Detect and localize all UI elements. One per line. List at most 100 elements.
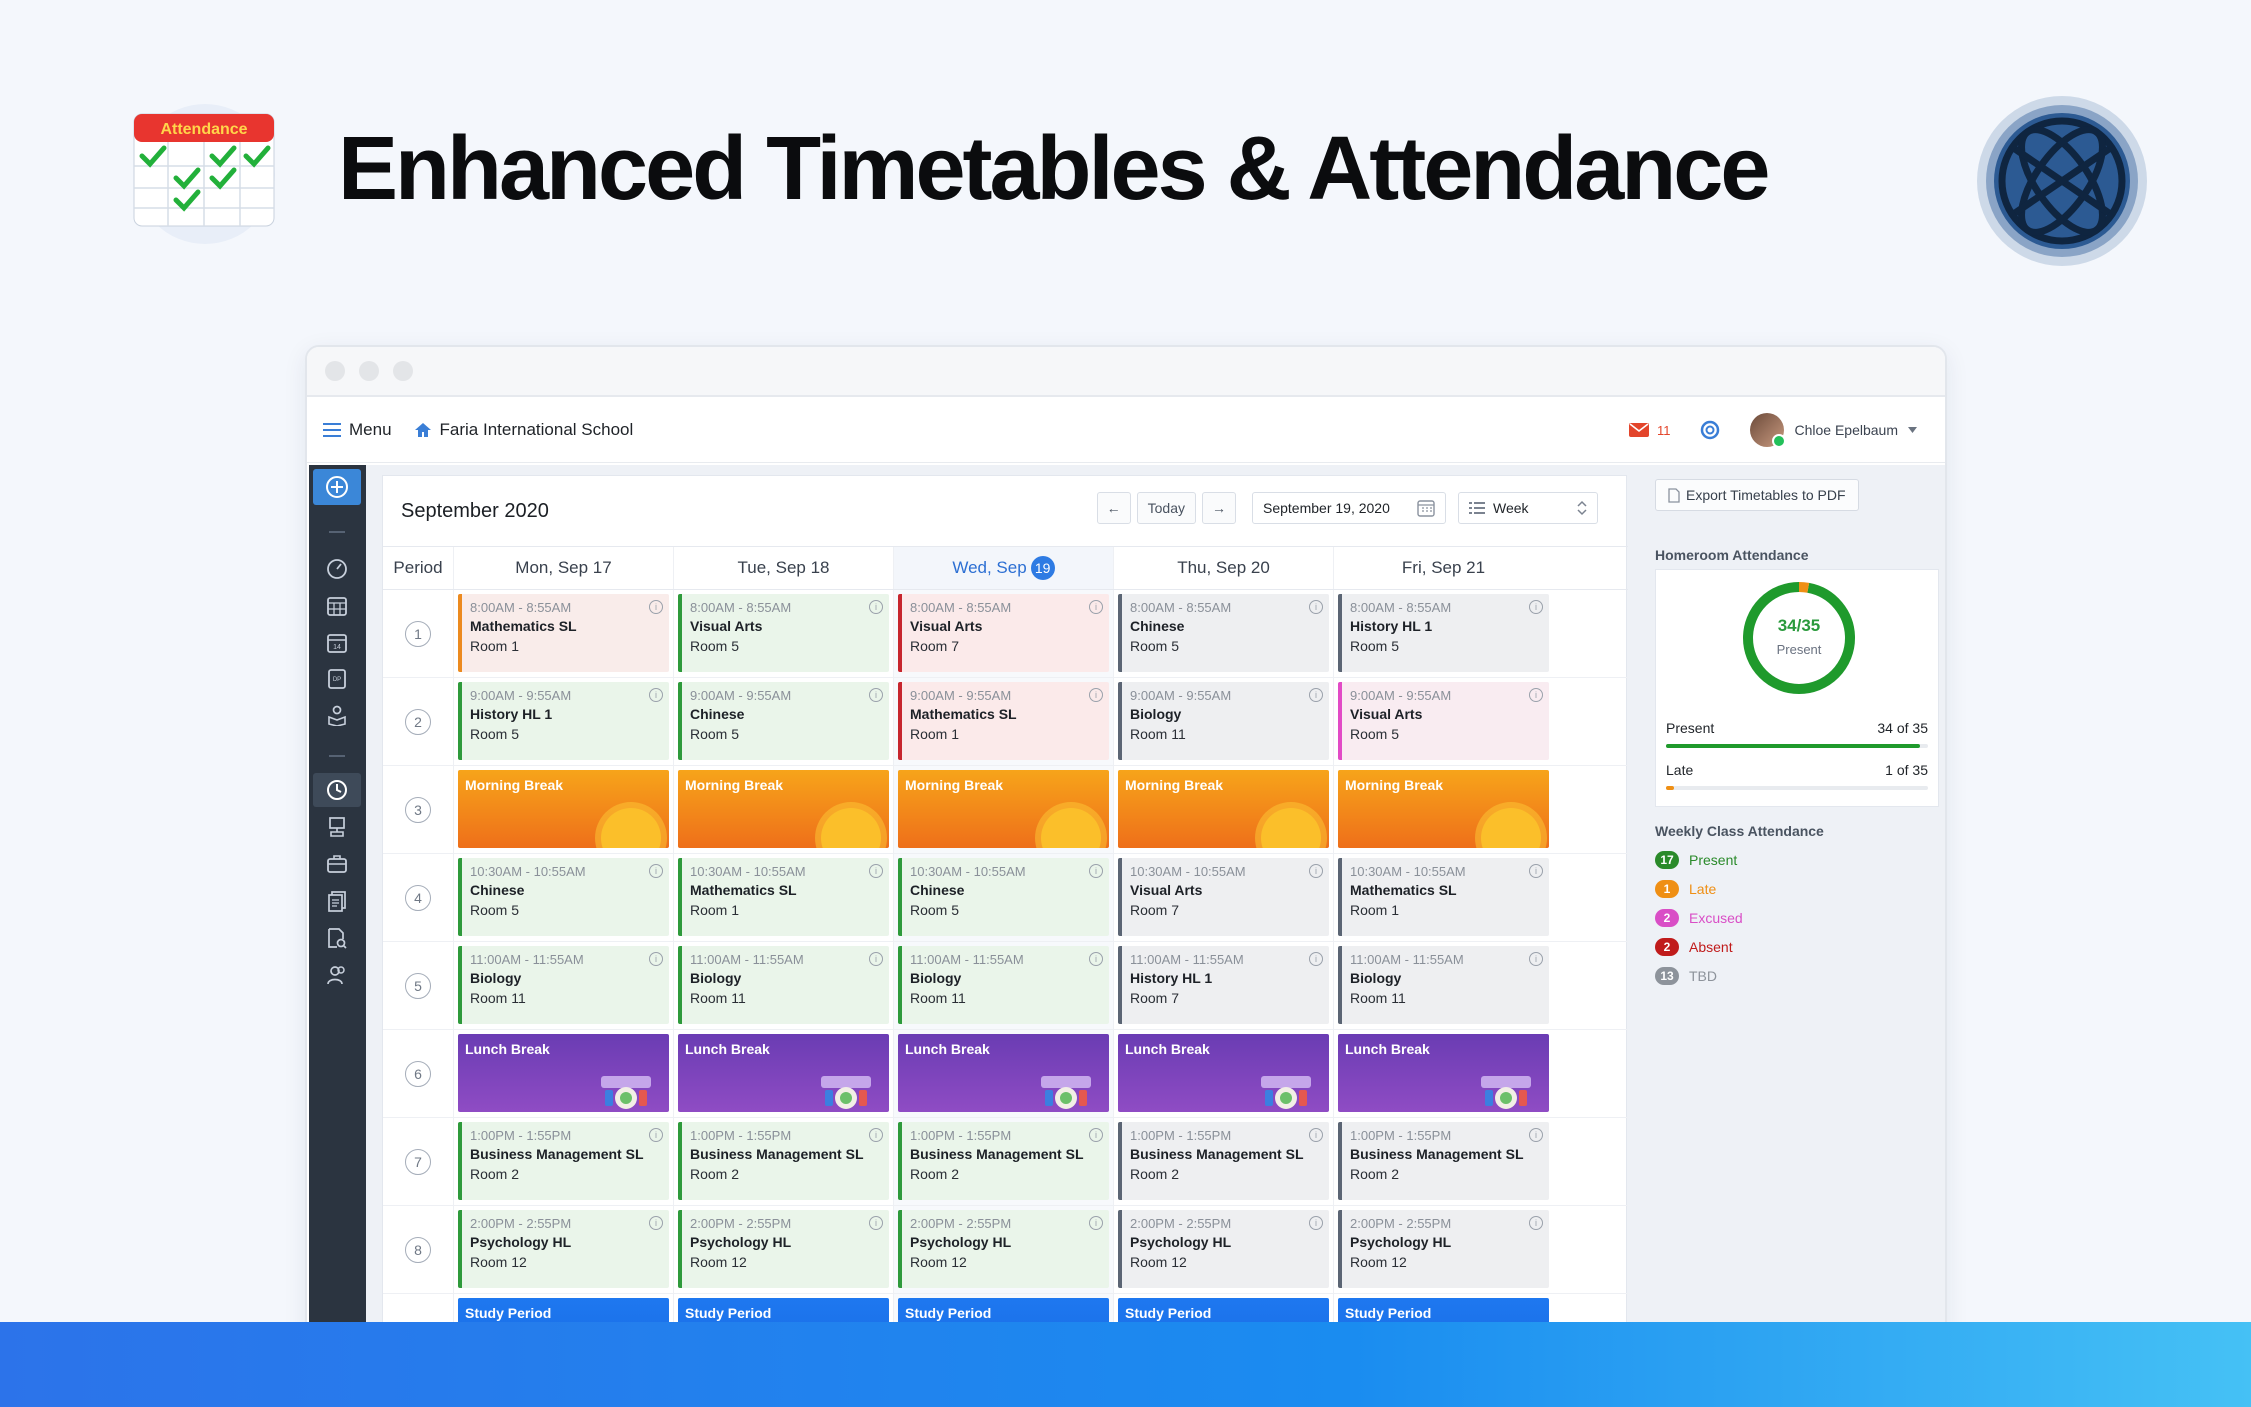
student-reading-icon[interactable] <box>323 701 351 729</box>
info-icon[interactable]: i <box>1089 1216 1103 1230</box>
class-card[interactable]: 11:00AM - 11:55AM Biology Room 11 i <box>678 946 889 1024</box>
school-link[interactable]: Faria International School <box>414 420 633 440</box>
class-card[interactable]: 11:00AM - 11:55AM Biology Room 11 i <box>898 946 1109 1024</box>
info-icon[interactable]: i <box>1529 1216 1543 1230</box>
dp-program-icon[interactable]: DP <box>323 665 351 693</box>
info-icon[interactable]: i <box>869 952 883 966</box>
morning-break-block[interactable]: Morning Break <box>898 770 1109 848</box>
info-icon[interactable]: i <box>1309 864 1323 878</box>
class-card[interactable]: 2:00PM - 2:55PM Psychology HL Room 12 i <box>1118 1210 1329 1288</box>
view-select[interactable]: Week <box>1458 492 1598 524</box>
info-icon[interactable]: i <box>1529 1128 1543 1142</box>
info-icon[interactable]: i <box>1089 600 1103 614</box>
document-search-icon[interactable] <box>323 924 351 952</box>
class-card[interactable]: 2:00PM - 2:55PM Psychology HL Room 12 i <box>678 1210 889 1288</box>
window-zoom-dot[interactable] <box>393 361 413 381</box>
window-close-dot[interactable] <box>325 361 345 381</box>
info-icon[interactable]: i <box>1089 952 1103 966</box>
class-card[interactable]: 9:00AM - 9:55AM Mathematics SL Room 1 i <box>898 682 1109 760</box>
calendar-grid-icon[interactable] <box>323 592 351 620</box>
dashboard-gauge-icon[interactable] <box>323 555 351 583</box>
class-card[interactable]: 8:00AM - 8:55AM History HL 1 Room 5 i <box>1338 594 1549 672</box>
class-card[interactable]: 1:00PM - 1:55PM Business Management SL Roo… <box>898 1122 1109 1200</box>
info-icon[interactable]: i <box>869 1128 883 1142</box>
class-time: 8:00AM - 8:55AM <box>1350 600 1452 615</box>
info-icon[interactable]: i <box>1089 1128 1103 1142</box>
info-icon[interactable]: i <box>1309 688 1323 702</box>
export-pdf-button[interactable]: Export Timetables to PDF <box>1655 479 1859 511</box>
morning-break-block[interactable]: Morning Break <box>1338 770 1549 848</box>
info-icon[interactable]: i <box>649 600 663 614</box>
class-card[interactable]: 10:30AM - 10:55AM Mathematics SL Room 1 i <box>678 858 889 936</box>
period-cell: 7 <box>383 1118 453 1205</box>
top-nav: Menu Faria International School 11 Chloe… <box>307 397 1945 463</box>
info-icon[interactable]: i <box>869 688 883 702</box>
next-week-button[interactable]: → <box>1202 492 1236 524</box>
lunch-break-block[interactable]: Lunch Break <box>678 1034 889 1112</box>
morning-break-block[interactable]: Morning Break <box>1118 770 1329 848</box>
class-card[interactable]: 8:00AM - 8:55AM Visual Arts Room 7 i <box>898 594 1109 672</box>
info-icon[interactable]: i <box>1529 600 1543 614</box>
info-icon[interactable]: i <box>1309 952 1323 966</box>
info-icon[interactable]: i <box>869 864 883 878</box>
window-minimize-dot[interactable] <box>359 361 379 381</box>
today-button[interactable]: Today <box>1136 492 1196 524</box>
info-icon[interactable]: i <box>869 1216 883 1230</box>
class-card[interactable]: 10:30AM - 10:55AM Mathematics SL Room 1 i <box>1338 858 1549 936</box>
menu-button[interactable]: Menu <box>323 420 392 440</box>
morning-break-block[interactable]: Morning Break <box>678 770 889 848</box>
info-icon[interactable]: i <box>1309 600 1323 614</box>
class-card[interactable]: 9:00AM - 9:55AM Chinese Room 5 i <box>678 682 889 760</box>
class-card[interactable]: 10:30AM - 10:55AM Chinese Room 5 i <box>458 858 669 936</box>
info-icon[interactable]: i <box>649 1216 663 1230</box>
info-icon[interactable]: i <box>1309 1216 1323 1230</box>
info-icon[interactable]: i <box>649 864 663 878</box>
info-icon[interactable]: i <box>649 952 663 966</box>
class-card[interactable]: 9:00AM - 9:55AM Visual Arts Room 5 i <box>1338 682 1549 760</box>
class-card[interactable]: 1:00PM - 1:55PM Business Management SL Roo… <box>458 1122 669 1200</box>
lunch-break-block[interactable]: Lunch Break <box>1118 1034 1329 1112</box>
class-card[interactable]: 1:00PM - 1:55PM Business Management SL Roo… <box>1338 1122 1549 1200</box>
class-card[interactable]: 11:00AM - 11:55AM History HL 1 Room 7 i <box>1118 946 1329 1024</box>
class-card[interactable]: 1:00PM - 1:55PM Business Management SL Roo… <box>1118 1122 1329 1200</box>
class-card[interactable]: 9:00AM - 9:55AM Biology Room 11 i <box>1118 682 1329 760</box>
class-card[interactable]: 10:30AM - 10:55AM Visual Arts Room 7 i <box>1118 858 1329 936</box>
class-card[interactable]: 8:00AM - 8:55AM Chinese Room 5 i <box>1118 594 1329 672</box>
class-card[interactable]: 9:00AM - 9:55AM History HL 1 Room 5 i <box>458 682 669 760</box>
info-icon[interactable]: i <box>1089 688 1103 702</box>
date-picker-input[interactable]: September 19, 2020 <box>1252 492 1446 524</box>
presentation-icon[interactable] <box>323 813 351 841</box>
user-menu[interactable]: Chloe Epelbaum <box>1750 413 1917 448</box>
morning-break-block[interactable]: Morning Break <box>458 770 669 848</box>
class-card[interactable]: 2:00PM - 2:55PM Psychology HL Room 12 i <box>458 1210 669 1288</box>
help-lifebuoy-icon[interactable] <box>1700 420 1720 440</box>
info-icon[interactable]: i <box>649 1128 663 1142</box>
lunch-break-block[interactable]: Lunch Break <box>1338 1034 1549 1112</box>
briefcase-icon[interactable] <box>323 850 351 878</box>
info-icon[interactable]: i <box>1089 864 1103 878</box>
info-icon[interactable]: i <box>649 688 663 702</box>
class-card[interactable]: 8:00AM - 8:55AM Mathematics SL Room 1 i <box>458 594 669 672</box>
calendar-day-icon[interactable]: 14 <box>323 629 351 657</box>
lunch-break-block[interactable]: Lunch Break <box>458 1034 669 1112</box>
info-icon[interactable]: i <box>1529 952 1543 966</box>
sun-icon <box>1261 808 1321 848</box>
users-icon[interactable] <box>323 961 351 989</box>
class-card[interactable]: 2:00PM - 2:55PM Psychology HL Room 12 i <box>1338 1210 1549 1288</box>
mail-button[interactable]: 11 <box>1628 423 1670 438</box>
class-card[interactable]: 11:00AM - 11:55AM Biology Room 11 i <box>458 946 669 1024</box>
class-card[interactable]: 1:00PM - 1:55PM Business Management SL Roo… <box>678 1122 889 1200</box>
day-header-wed-today: Wed, Sep 19 <box>893 547 1113 589</box>
class-card[interactable]: 2:00PM - 2:55PM Psychology HL Room 12 i <box>898 1210 1109 1288</box>
class-time: 2:00PM - 2:55PM <box>910 1216 1012 1231</box>
class-card[interactable]: 10:30AM - 10:55AM Chinese Room 5 i <box>898 858 1109 936</box>
lunch-break-block[interactable]: Lunch Break <box>898 1034 1109 1112</box>
info-icon[interactable]: i <box>869 600 883 614</box>
info-icon[interactable]: i <box>1309 1128 1323 1142</box>
class-card[interactable]: 11:00AM - 11:55AM Biology Room 11 i <box>1338 946 1549 1024</box>
info-icon[interactable]: i <box>1529 688 1543 702</box>
class-card[interactable]: 8:00AM - 8:55AM Visual Arts Room 5 i <box>678 594 889 672</box>
documents-icon[interactable] <box>323 887 351 915</box>
info-icon[interactable]: i <box>1529 864 1543 878</box>
prev-week-button[interactable]: ← <box>1096 492 1131 524</box>
